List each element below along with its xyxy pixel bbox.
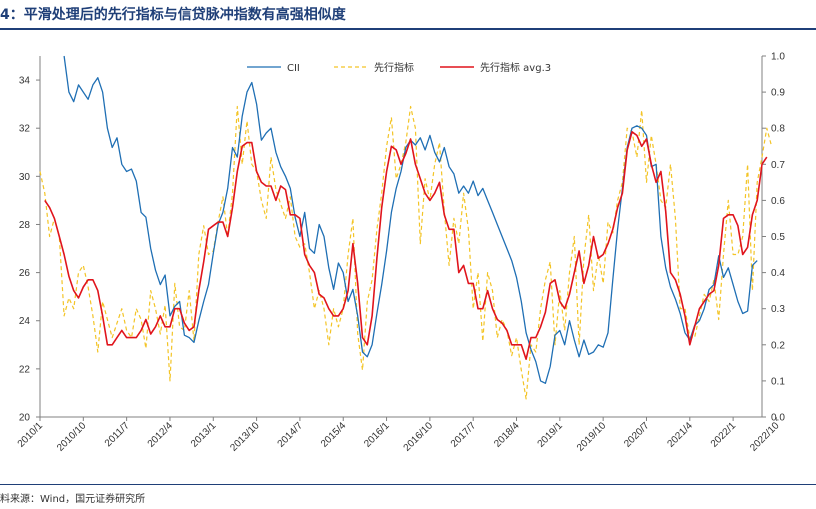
right-axis-tick-label: 1.0 xyxy=(771,52,785,63)
right-axis-tick-label: 0.8 xyxy=(771,124,785,135)
x-axis-tick-label: 2012/4 xyxy=(146,420,176,450)
x-axis-tick-label: 2010/1 xyxy=(16,420,46,450)
x-axis-tick-label: 2013/1 xyxy=(189,420,219,450)
legend-label: 先行指标 xyxy=(374,61,414,74)
legend-label: CII xyxy=(287,63,300,74)
right-axis-tick-label: 0.6 xyxy=(771,196,785,207)
right-axis-tick-label: 0.4 xyxy=(771,268,785,279)
x-axis-tick-label: 2018/4 xyxy=(492,420,522,450)
x-axis-tick-label: 2011/7 xyxy=(103,420,132,449)
x-axis-tick-label: 2014/7 xyxy=(276,420,306,450)
left-axis-tick-label: 20 xyxy=(19,413,31,424)
right-axis-tick-label: 0.3 xyxy=(771,304,785,315)
footer-rule xyxy=(0,484,816,485)
x-axis-tick-label: 2022/1 xyxy=(709,420,739,450)
left-axis-tick-label: 34 xyxy=(19,76,31,87)
left-axis-tick-label: 32 xyxy=(19,124,31,135)
x-axis-tick-label: 2021/4 xyxy=(666,420,696,450)
source-note: 料来源：Wind，国元证券研究所 xyxy=(0,494,146,505)
title-rule xyxy=(0,28,816,30)
x-axis-tick-label: 2015/4 xyxy=(319,420,349,450)
left-axis-tick-label: 26 xyxy=(19,268,31,279)
left-axis-tick-label: 22 xyxy=(19,364,31,375)
legend-label: 先行指标 avg.3 xyxy=(480,61,551,74)
line-chart: 20 22 24 26 28 30 32 34 0.0 0.1 0.2 0.3 0.4 0.5 0.6 0.7… xyxy=(16,52,786,454)
right-axis-tick-label: 0.2 xyxy=(771,340,785,351)
chart-legend: CII 先行指标 先行指标 avg.3 xyxy=(247,61,551,74)
left-axis-tick-label: 30 xyxy=(19,172,31,183)
x-axis-tick-label: 2013/10 xyxy=(228,420,262,454)
x-axis-tick-label: 2017/7 xyxy=(449,420,479,450)
series-line-cii xyxy=(63,55,758,384)
left-axis-tick-label: 28 xyxy=(19,220,31,231)
x-axis-tick-label: 2019/1 xyxy=(536,420,566,450)
x-axis-tick-label: 2022/10 xyxy=(748,420,782,454)
series-line-leading-indicator-avg3 xyxy=(44,131,768,361)
x-axis-tick-label: 2016/1 xyxy=(362,420,392,450)
x-axis-tick-label: 2016/10 xyxy=(402,420,436,454)
x-axis-tick-label: 2020/7 xyxy=(622,420,652,450)
series-line-leading-indicator xyxy=(39,105,773,400)
x-axis-tick-label: 2019/10 xyxy=(575,420,609,454)
chart-title: 4：平滑处理后的先行指标与信贷脉冲指数有高强相似度 xyxy=(0,7,346,23)
left-axis-tick-label: 24 xyxy=(19,316,31,327)
right-axis-tick-label: 0.7 xyxy=(771,160,785,171)
right-axis-tick-label: 0.1 xyxy=(771,376,785,387)
right-axis-tick-label: 0.0 xyxy=(771,413,785,424)
chart-axes: 20 22 24 26 28 30 32 34 0.0 0.1 0.2 0.3 0.4 0.5 0.6 0.7… xyxy=(16,52,786,454)
x-axis-tick-label: 2010/10 xyxy=(55,420,89,454)
chart-series xyxy=(39,55,773,400)
right-axis-tick-label: 0.9 xyxy=(771,88,785,99)
right-axis-tick-label: 0.5 xyxy=(771,232,785,243)
